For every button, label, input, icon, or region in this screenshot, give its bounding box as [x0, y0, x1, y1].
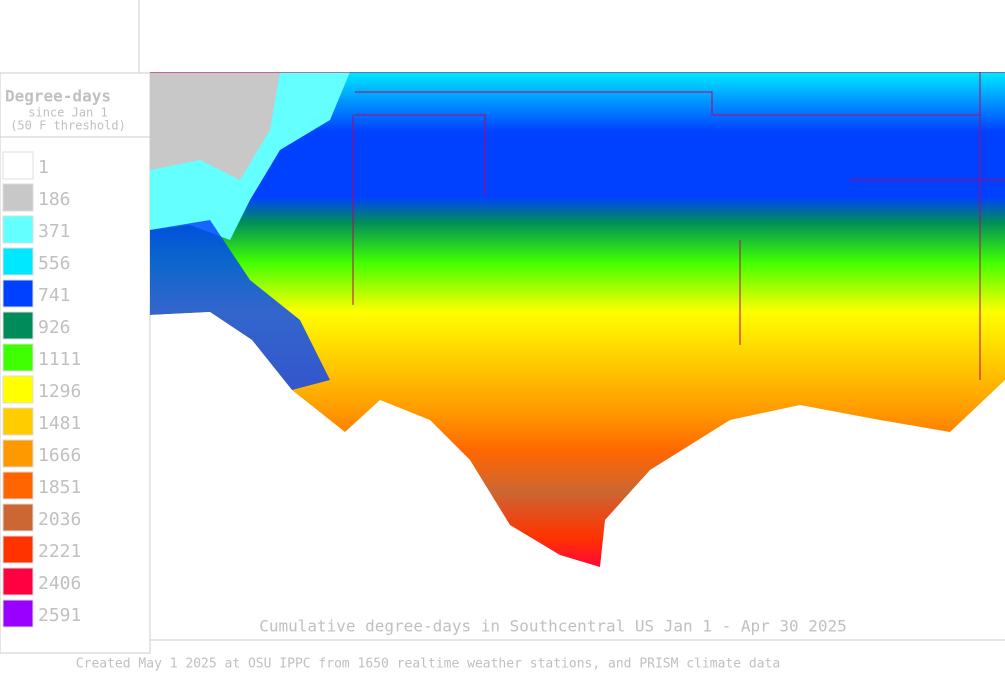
state-borders — [150, 72, 1005, 380]
legend-label: 186 — [38, 189, 71, 210]
credit: Created May 1 2025 at OSU IPPC from 1650… — [76, 657, 780, 672]
legend-swatch — [2, 375, 34, 404]
legend-label: 1296 — [38, 381, 81, 402]
legend-label: 741 — [38, 285, 71, 306]
legend-label: 2406 — [38, 573, 81, 594]
legend-swatch — [2, 183, 34, 212]
legend-swatch — [2, 247, 34, 276]
legend-label: 2036 — [38, 509, 81, 530]
legend-swatch — [2, 599, 34, 628]
map — [150, 72, 1005, 567]
cold-region — [150, 72, 280, 180]
legend-label: 1851 — [38, 477, 81, 498]
legend-swatch — [2, 471, 34, 500]
legend-swatch — [2, 535, 34, 564]
legend-swatch — [2, 279, 34, 308]
legend-swatch — [2, 311, 34, 340]
legend-swatch — [2, 567, 34, 596]
legend-label: 1481 — [38, 413, 81, 434]
legend-label: 2221 — [38, 541, 81, 562]
legend-label: 926 — [38, 317, 71, 338]
legend-swatch — [2, 343, 34, 372]
map-title: Cumulative degree-days in Southcentral U… — [259, 617, 847, 636]
legend-threshold: (50 F threshold) — [10, 119, 126, 133]
legend-swatch — [2, 439, 34, 468]
legend-swatch — [2, 215, 34, 244]
legend-title: Degree-days — [5, 87, 111, 106]
legend-label: 1666 — [38, 445, 81, 466]
legend-swatch — [2, 151, 34, 180]
legend-subtitle: since Jan 1 — [28, 106, 107, 120]
legend-swatch — [2, 503, 34, 532]
mountain-region — [150, 220, 330, 390]
legend-label: 556 — [38, 253, 71, 274]
legend-label: 1111 — [38, 349, 81, 370]
legend-label: 371 — [38, 221, 71, 242]
legend-label: 1 — [38, 157, 49, 178]
legend-swatch — [2, 407, 34, 436]
legend-label: 2591 — [38, 605, 81, 626]
